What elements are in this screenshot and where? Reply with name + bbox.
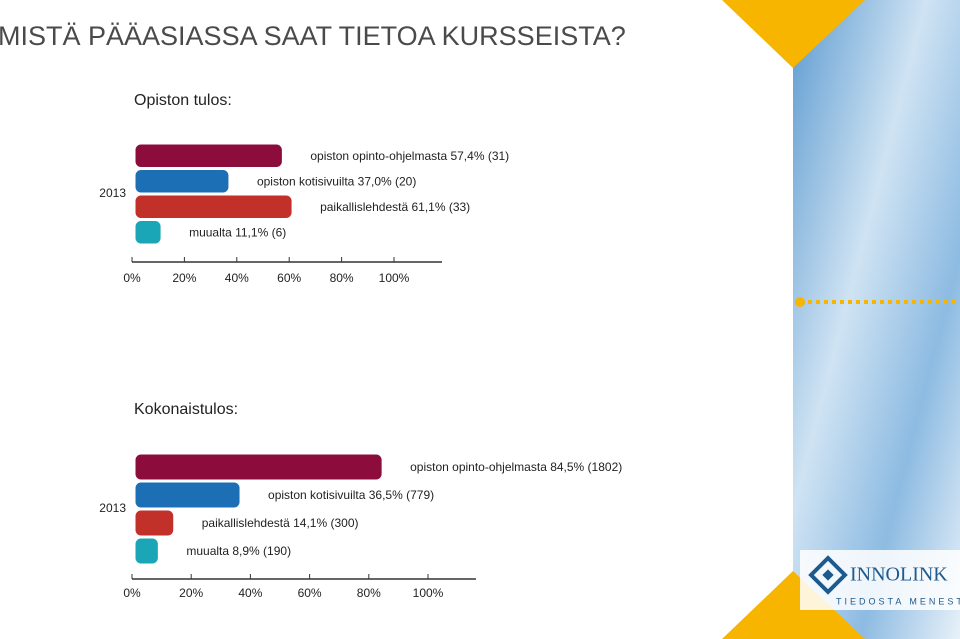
x-tick-label: 40%	[238, 586, 262, 600]
logo-name: INNOLINK	[850, 564, 948, 586]
x-tick-label: 80%	[330, 271, 354, 285]
bar	[134, 481, 241, 509]
bar	[134, 220, 162, 245]
data-label: paikallislehdestä 61,1% (33)	[320, 200, 470, 214]
dot	[795, 297, 805, 307]
x-tick-label: 0%	[123, 271, 141, 285]
data-label: opiston kotisivuilta 36,5% (779)	[268, 488, 434, 502]
x-tick-label: 60%	[277, 271, 301, 285]
data-label: opiston kotisivuilta 37,0% (20)	[257, 174, 416, 188]
x-tick-label: 100%	[413, 586, 444, 600]
x-tick-label: 80%	[357, 586, 381, 600]
y-tick-label: 2013	[99, 501, 126, 515]
sky-image	[793, 0, 960, 639]
x-tick-label: 60%	[298, 586, 322, 600]
bar	[134, 509, 175, 537]
logo-tagline: TIEDOSTA MENESTYS	[836, 596, 960, 606]
x-tick-label: 0%	[123, 586, 141, 600]
bar	[134, 194, 293, 219]
bar	[134, 453, 383, 481]
x-tick-label: 20%	[179, 586, 203, 600]
chart-title: Kokonaistulos:	[134, 401, 238, 418]
y-tick-label: 2013	[99, 186, 126, 200]
x-tick-label: 40%	[225, 271, 249, 285]
bar	[134, 169, 230, 194]
data-label: muualta 8,9% (190)	[186, 544, 291, 558]
bar	[134, 143, 283, 168]
data-label: opiston opinto-ohjelmasta 57,4% (31)	[310, 149, 509, 163]
data-label: opiston opinto-ohjelmasta 84,5% (1802)	[410, 460, 622, 474]
corner-triangle	[722, 571, 865, 639]
corner-triangle	[722, 0, 865, 68]
x-tick-label: 100%	[379, 271, 410, 285]
chart-title: Opiston tulos:	[134, 92, 232, 109]
bar	[134, 537, 159, 565]
page-title: MISTÄ PÄÄASIASSA SAAT TIETOA KURSSEISTA?	[0, 21, 626, 51]
x-tick-label: 20%	[172, 271, 196, 285]
data-label: paikallislehdestä 14,1% (300)	[202, 516, 359, 530]
data-label: muualta 11,1% (6)	[189, 225, 286, 239]
